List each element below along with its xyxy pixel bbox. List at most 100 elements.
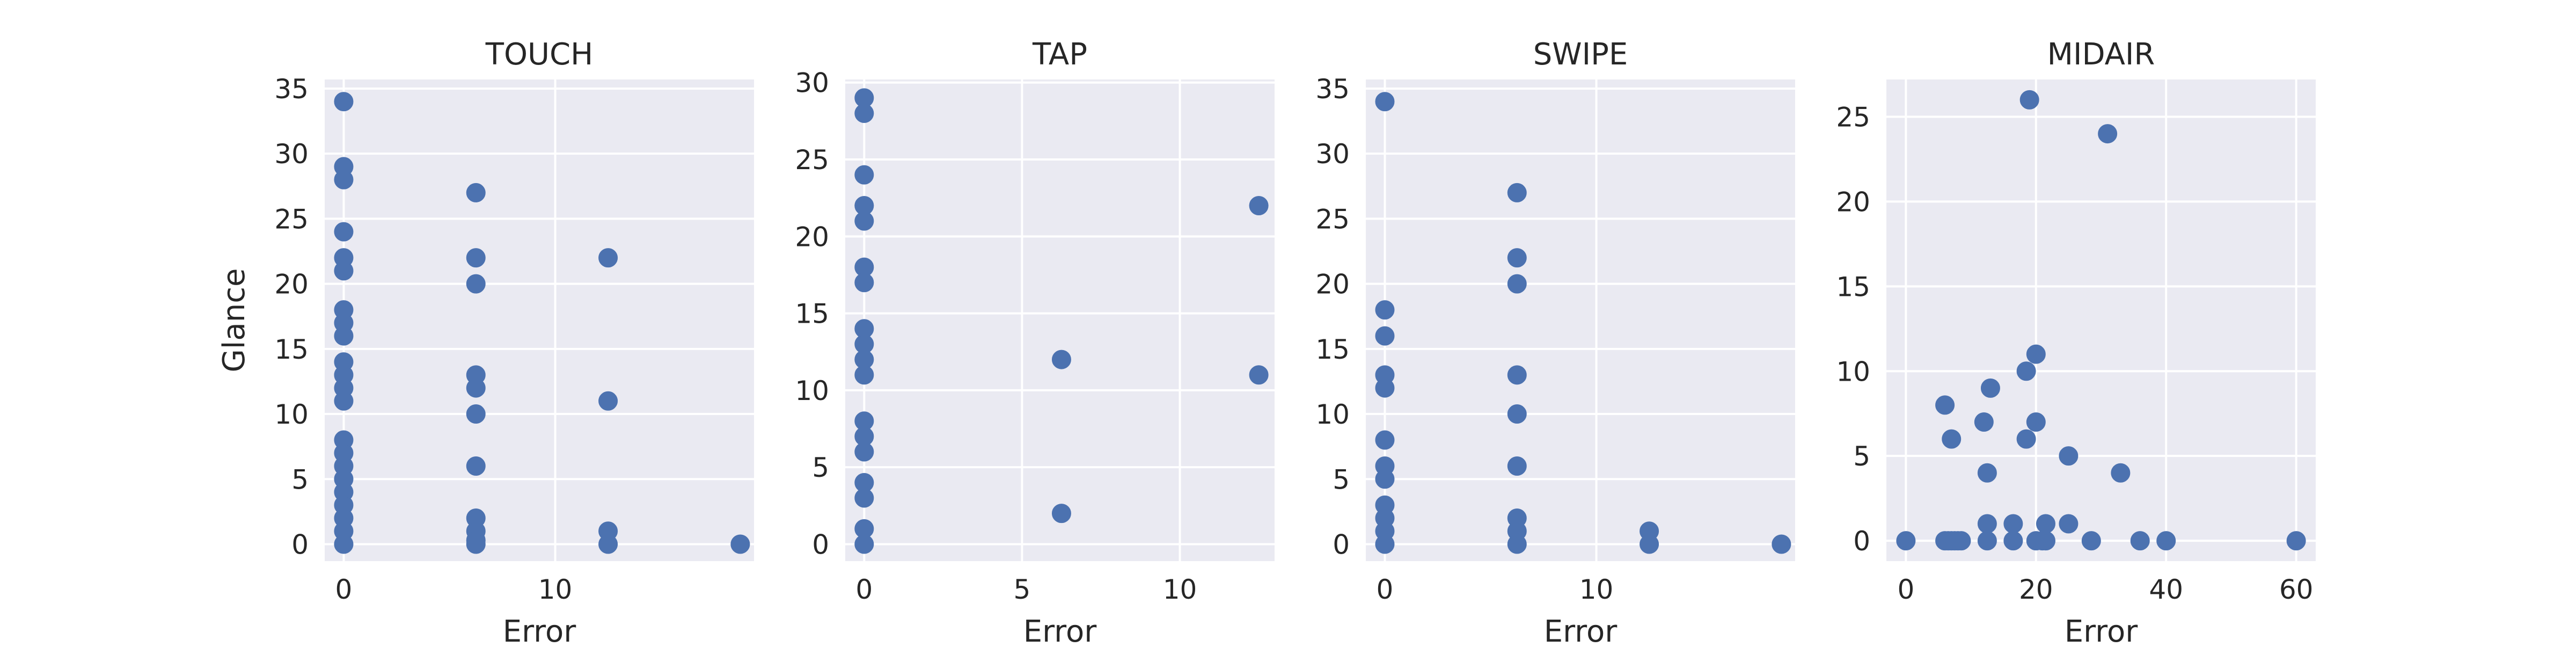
panel-tap-x-tick-label: 10 [1163,574,1197,605]
panel-swipe-point [1507,365,1527,385]
panel-midair-point [2016,361,2036,381]
panel-swipe-point [1507,534,1527,554]
panel-swipe-x-tick-label: 10 [1579,574,1614,605]
panel-tap-x-axis-label: Error [1023,614,1097,644]
panel-swipe-point [1640,534,1659,554]
panel-tap-x-tick-label: 0 [855,574,873,605]
panel-midair-point [1896,531,1916,551]
panel-midair-point [2026,344,2046,364]
panel-midair-y-tick-label: 15 [1836,271,1870,302]
panel-swipe-point [1507,404,1527,424]
panel-midair-point [2036,514,2055,534]
panel-swipe-point [1507,183,1527,202]
panel-touch-y-tick-label: 20 [274,269,309,300]
panel-midair-point [2036,531,2055,551]
panel-swipe-x-axis-label: Error [1544,614,1618,644]
panel-swipe-y-tick-label: 5 [1333,464,1350,495]
panel-tap-point [1249,195,1269,215]
panel-swipe-point [1375,430,1395,450]
panel-swipe-y-tick-label: 15 [1315,334,1350,365]
panel-swipe-point [1375,326,1395,346]
panel-midair-point [1977,531,1997,551]
panel-midair-point [1942,429,1962,449]
panel-tap-point [854,273,874,293]
panel-midair-point [2111,463,2131,483]
panel-swipe-point [1507,456,1527,476]
panel-swipe-y-tick-label: 30 [1315,139,1350,170]
panel-touch-x-tick-label: 0 [335,574,353,605]
panel-touch-point [334,222,354,242]
panel-tap-y-tick-label: 30 [795,68,829,99]
panel-swipe-x-tick-label: 0 [1377,574,1394,605]
panel-touch-point [598,248,618,268]
panel-touch-point [466,456,486,476]
panel-touch-y-tick-label: 0 [291,529,309,560]
panel-midair-point [2019,90,2039,110]
panel-swipe: 0 10 0 5 10 15 20 25 30 35 SWIPE Error [1315,37,1795,647]
panel-tap-point [854,104,874,123]
panel-midair-point [1935,395,1955,415]
panel-touch-title: TOUCH [485,37,593,72]
panel-tap-y-tick-label: 0 [812,529,829,560]
panel-midair-point [2098,124,2118,144]
panel-touch-point [598,391,618,411]
panel-midair-y-tick-label: 0 [1853,526,1870,557]
panel-touch-point [466,183,486,202]
panel-midair-point [1951,531,1971,551]
panel-tap-y-tick-label: 10 [795,375,829,406]
panel-swipe-plot-area [1366,79,1795,561]
panel-touch-point [466,248,486,268]
panel-touch-y-axis-label: Glance [217,268,252,372]
panel-touch-point [334,92,354,112]
panel-midair-point [2003,531,2023,551]
panel-tap-x-tick-label: 5 [1014,574,1031,605]
panel-midair-x-tick-label: 20 [2019,574,2053,605]
panel-midair-x-tick-label: 60 [2279,574,2314,605]
panel-midair-y-tick-label: 25 [1836,101,1870,133]
panel-tap-point [854,442,874,462]
panel-swipe-point [1507,274,1527,294]
panel-touch-point [466,404,486,424]
panel-touch-point [598,534,618,554]
panel-midair-point [1974,412,1994,432]
panel-midair-point [2059,446,2079,466]
panel-midair-y-tick-label: 5 [1853,441,1870,472]
panel-touch-point [334,326,354,346]
panel-tap-y-tick-label: 15 [795,299,829,330]
panel-midair-point [1977,514,1997,534]
panel-swipe-y-tick-label: 35 [1315,74,1350,105]
panel-touch-point [466,274,486,294]
panel-touch-x-tick-label: 10 [538,574,573,605]
panel-midair-point [2286,531,2306,551]
panel-touch-point [334,391,354,411]
panel-touch-y-tick-label: 30 [274,139,309,170]
panel-swipe-title: SWIPE [1533,37,1628,72]
panel-touch-point [334,534,354,554]
panel-tap-plot-area [845,79,1275,561]
panel-midair: 0 20 40 60 0 5 10 15 20 25 MIDAIR Error [1836,37,2316,647]
panel-touch-y-tick-label: 10 [274,399,309,430]
panel-tap-point [1051,350,1071,369]
panel-tap-y-tick-label: 25 [795,144,829,176]
panel-midair-y-tick-label: 20 [1836,186,1870,217]
panel-tap-point [854,534,874,554]
panel-midair-y-tick-label: 10 [1836,356,1870,387]
panel-touch-x-axis-label: Error [503,614,576,644]
panel-tap-point [854,488,874,508]
panel-midair-point [2016,429,2036,449]
panel-swipe-point [1375,378,1395,398]
panel-touch-y-tick-label: 5 [291,464,309,495]
panel-tap: 0 5 10 0 5 10 15 20 25 30 TAP Error [795,37,1275,647]
panel-swipe-point [1375,92,1395,112]
panel-touch-point [334,261,354,281]
panel-touch-plot-area [325,79,754,561]
panel-midair-plot-area [1886,79,2316,561]
panel-touch-y-tick-label: 15 [274,334,309,365]
panel-swipe-point [1375,469,1395,489]
panel-midair-point [2003,514,2023,534]
panel-midair-point [2081,531,2101,551]
panel-tap-y-tick-label: 5 [812,452,829,483]
panel-midair-title: MIDAIR [2047,37,2155,72]
